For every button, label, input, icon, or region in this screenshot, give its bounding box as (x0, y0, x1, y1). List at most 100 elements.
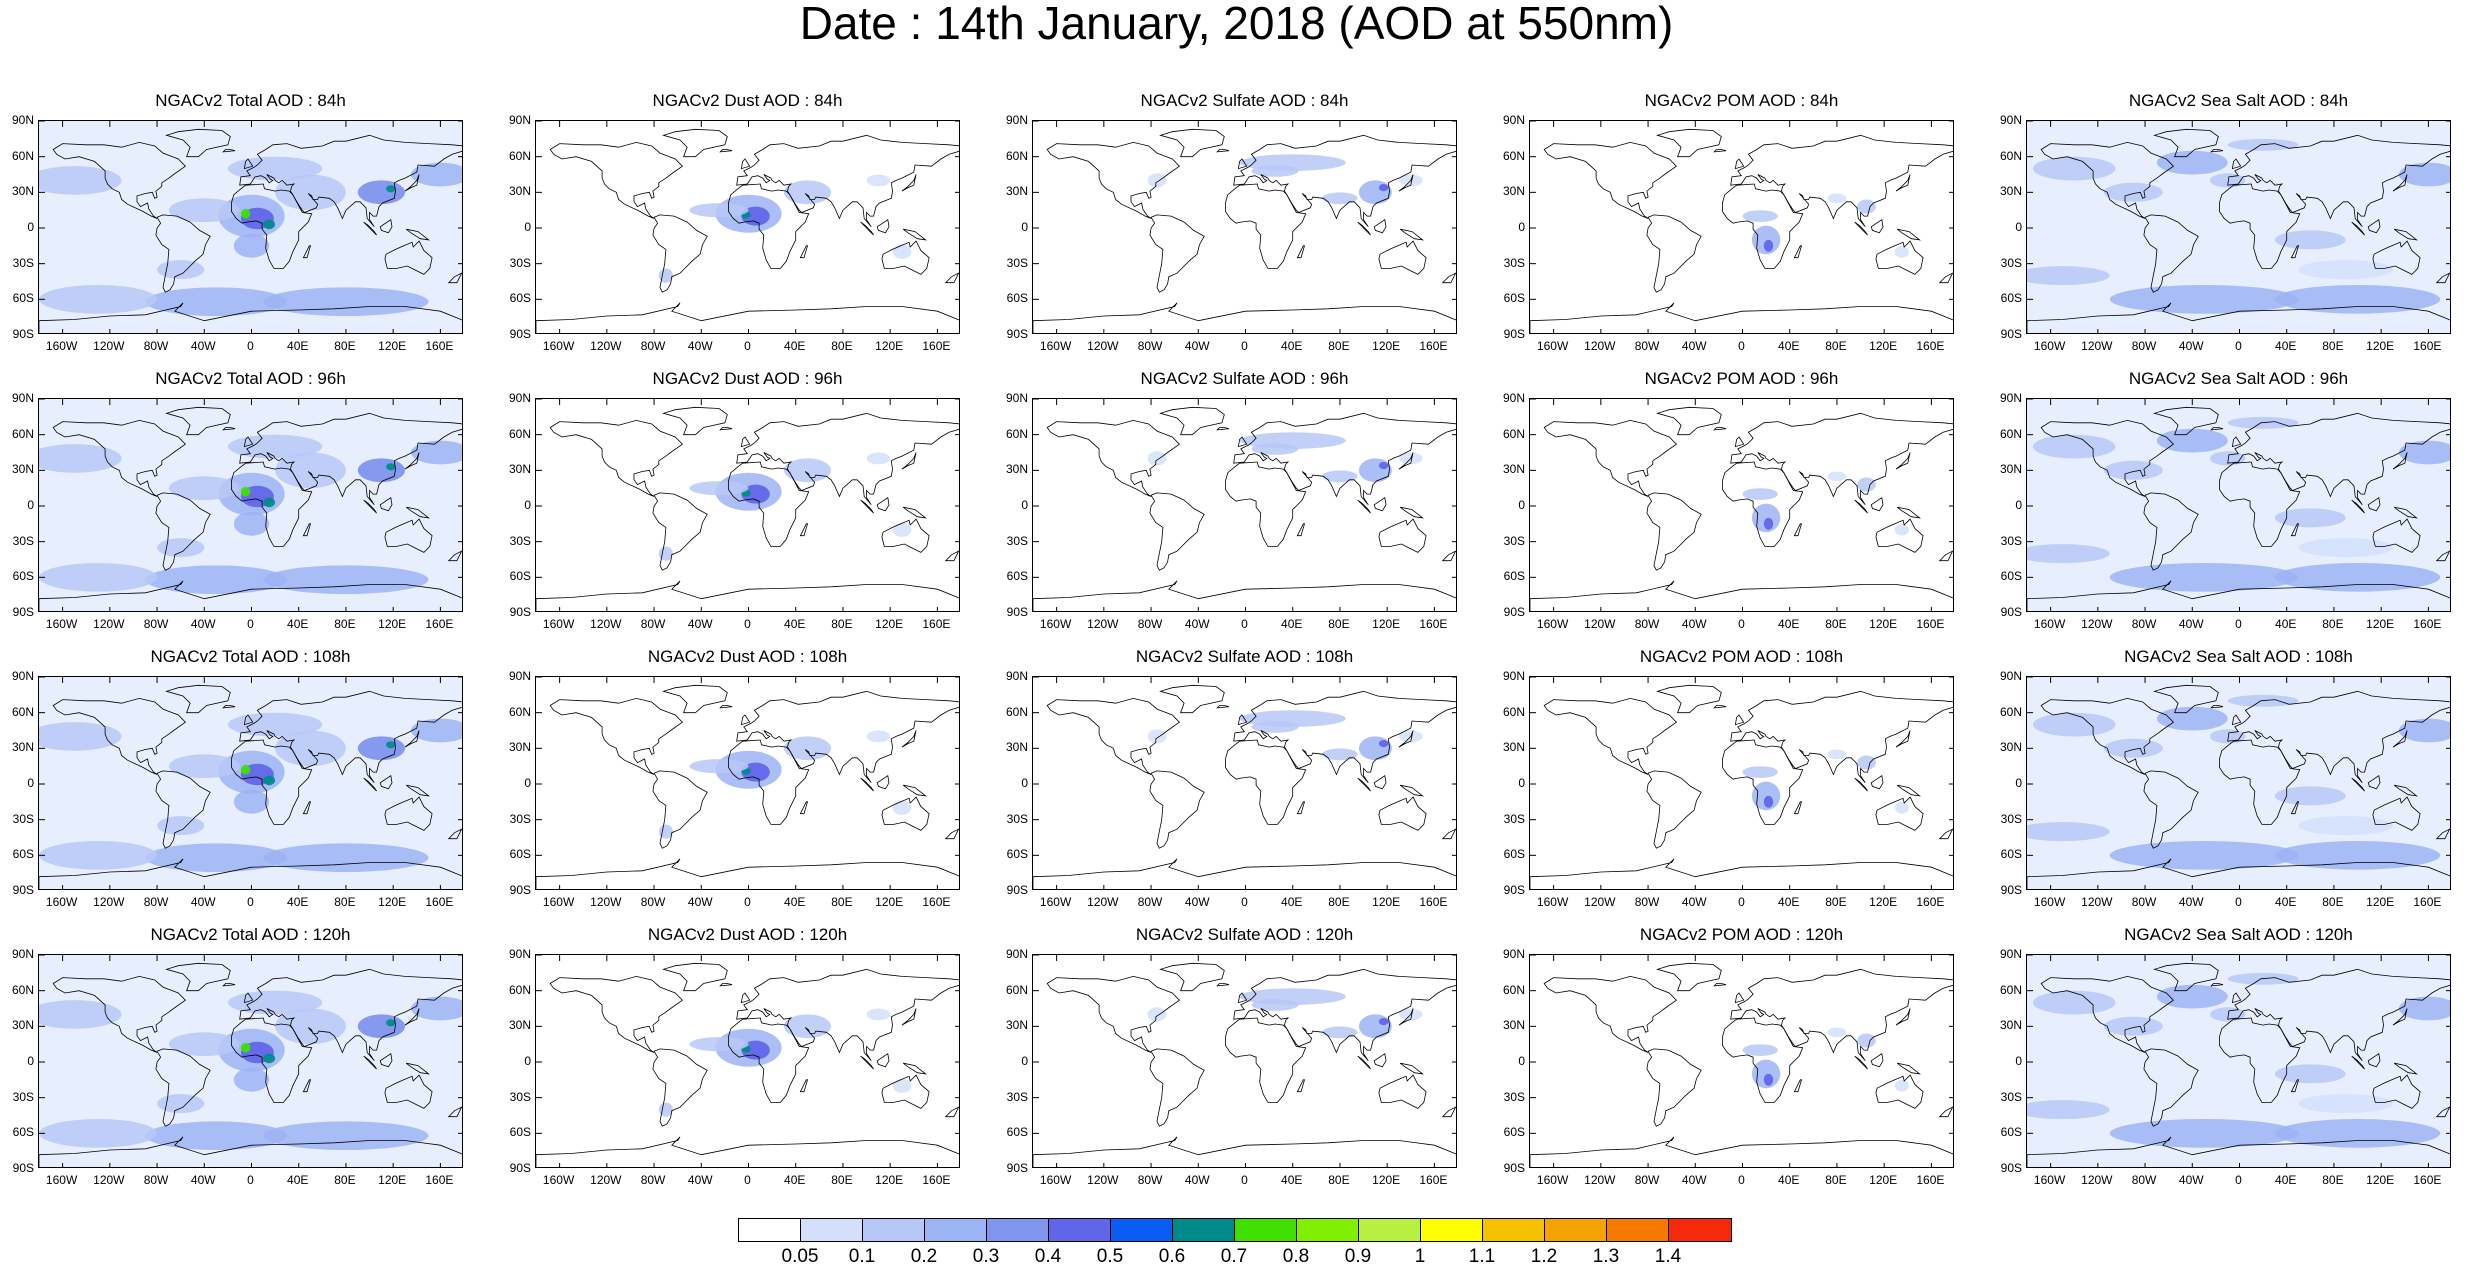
coastline (2227, 690, 2450, 784)
map-svg (2027, 121, 2450, 333)
colorbar-label: 1.1 (1468, 1246, 1496, 1267)
coastline (2219, 739, 2301, 825)
coastline (222, 427, 236, 431)
x-tick-label: 160W (45, 617, 78, 631)
aod-area (783, 1014, 832, 1039)
coastline (536, 858, 959, 889)
y-tick-label: 0 (27, 776, 34, 790)
x-tick-label: 160W (45, 339, 78, 353)
x-tick-label: 80W (2131, 339, 2157, 353)
aod-area (2109, 563, 2299, 592)
x-tick-label: 0 (247, 1173, 254, 1187)
x-tick-label: 0 (2235, 339, 2242, 353)
x-tick-label: 120E (1372, 1173, 1401, 1187)
coastline (2040, 975, 2175, 1053)
coastline (405, 1062, 431, 1075)
coastline (740, 436, 751, 448)
y-tick-label: 0 (2015, 1054, 2022, 1068)
x-tick-label: 120E (875, 339, 904, 353)
x-tick-label: 120E (378, 895, 407, 909)
y-tick-label: 90S (1503, 327, 1525, 341)
coastline (1441, 1106, 1456, 1118)
map-svg (536, 121, 959, 333)
aod-area (658, 1102, 673, 1117)
coastline (860, 499, 874, 514)
x-tick-label: 80W (143, 1173, 169, 1187)
x-tick-label: 160W (542, 1173, 575, 1187)
y-tick-label: 60N (1999, 982, 2022, 997)
x-tick-label: 80W (640, 617, 666, 631)
coastline (1033, 302, 1456, 333)
aod-area (263, 219, 276, 230)
map-svg (2027, 955, 2450, 1167)
coastline (2231, 992, 2242, 1004)
coastline (901, 452, 917, 470)
coastline (2290, 1079, 2300, 1093)
aod-area (1751, 503, 1781, 533)
map-panel: NGACv2 Total AOD : 108h 90N 60N 30N 0 30S 60S 9… (0, 648, 503, 918)
x-tick-label: 40E (1281, 1173, 1303, 1187)
y-tick-label: 90S (2000, 327, 2022, 341)
aod-area (145, 287, 287, 316)
y-tick-label: 60N (1999, 148, 2022, 163)
coastline (2231, 714, 2242, 726)
y-tick-label: 60N (11, 704, 34, 719)
coastline (2143, 492, 2199, 571)
y-tick-label: 0 (2015, 776, 2022, 790)
x-tick-label: 40W (190, 339, 216, 353)
y-tick-label: 0 (27, 1054, 34, 1068)
aod-area (2103, 182, 2163, 202)
coastline (1378, 1074, 1427, 1109)
y-tick-label: 90S (1006, 327, 1028, 341)
y-tick-label: 0 (1518, 498, 1525, 512)
map-frame (2026, 676, 2451, 890)
aod-area (386, 741, 396, 749)
x-tick-label: 80E (2322, 617, 2344, 631)
x-tick-label: 160E (1419, 339, 1448, 353)
x-tick-label: 160W (1039, 339, 1072, 353)
x-tick-label: 40E (1778, 339, 1800, 353)
coastline (1398, 1008, 1414, 1026)
x-tick-label: 0 (1241, 339, 1248, 353)
x-tick-label: 160E (1916, 617, 1945, 631)
coastline (1033, 1136, 1456, 1167)
aod-area (2027, 544, 2110, 564)
y-tick-label: 90N (11, 391, 34, 405)
y-tick-label: 0 (27, 220, 34, 234)
x-tick-label: 40W (1681, 1173, 1707, 1187)
coastline (1938, 828, 1953, 840)
aod-area (1742, 766, 1778, 778)
x-tick-label: 80E (1328, 1173, 1350, 1187)
coastline (2227, 968, 2450, 1062)
y-tick-label: 30N (1005, 740, 1028, 755)
x-tick-label: 160W (2033, 1173, 2066, 1187)
coastline (1033, 580, 1456, 611)
y-tick-label: 30S (509, 1089, 531, 1104)
aod-area (275, 452, 346, 489)
coastline (363, 1055, 377, 1070)
aod-area (2298, 816, 2393, 836)
coastline (222, 705, 236, 709)
aod-area (1378, 740, 1389, 748)
coastline (363, 221, 377, 236)
colorbar-box (1049, 1219, 1111, 1241)
coastline (405, 506, 431, 519)
map-panel: NGACv2 Sulfate AOD : 120h 90N 60N 30N 0 30S 60… (992, 926, 1497, 1196)
x-tick-label: 80W (2131, 617, 2157, 631)
map-panel: NGACv2 POM AOD : 108h 90N 60N 30N 0 30S 60S 90S… (1489, 648, 1994, 918)
y-tick-label: 0 (1021, 498, 1028, 512)
map-frame (2026, 954, 2451, 1168)
aod-area (2032, 434, 2116, 459)
aod-area (741, 206, 770, 226)
aod-area (866, 1008, 891, 1021)
y-tick-label: 0 (524, 498, 531, 512)
x-tick-label: 40E (1778, 1173, 1800, 1187)
y-tick-label: 60S (2000, 847, 2022, 862)
panel-title: NGACv2 POM AOD : 84h (1644, 91, 1839, 110)
coastline (1713, 983, 1727, 987)
aod-area (233, 511, 270, 536)
x-tick-label: 80W (2131, 1173, 2157, 1187)
aod-area (275, 730, 346, 767)
x-tick-label: 80E (2322, 895, 2344, 909)
x-tick-label: 120E (2366, 617, 2395, 631)
